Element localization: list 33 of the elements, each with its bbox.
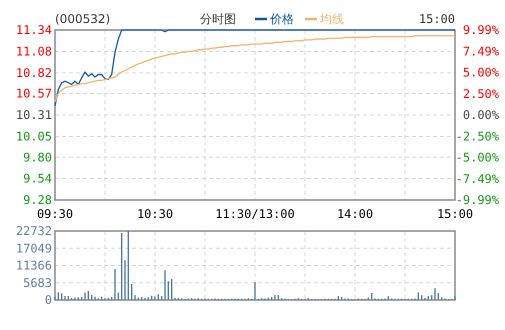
y2-tick-label: -2.50% — [456, 129, 500, 144]
y-tick-label: 5683 — [23, 276, 52, 290]
y-tick-label: 10.31 — [16, 108, 52, 122]
legend-label: 均线 — [319, 12, 344, 26]
y2-tick-label: 2.50% — [462, 86, 500, 101]
y-tick-label: 10.57 — [16, 86, 52, 101]
x-tick-label: 10:30 — [136, 207, 174, 221]
x-tick-label: 14:00 — [336, 207, 374, 221]
y-tick-label: 11.08 — [16, 44, 52, 59]
chart-subtitle: 分时图 — [200, 12, 236, 26]
y-tick-label: 22732 — [16, 224, 52, 238]
chart-title: (000532) — [55, 12, 110, 26]
x-tick-label: 09:30 — [36, 207, 74, 221]
legend-label: 价格 — [269, 12, 294, 26]
y2-tick-label: 7.49% — [462, 44, 500, 58]
y-tick-label: 11.34 — [16, 23, 52, 38]
y-tick-label: 9.54 — [23, 172, 52, 186]
y2-tick-label: -9.99% — [456, 193, 500, 208]
y-tick-label: 9.28 — [23, 193, 52, 208]
y-tick-label: 11366 — [16, 258, 52, 273]
y2-tick-label: 5.00% — [462, 66, 500, 80]
y2-tick-label: -5.00% — [456, 150, 500, 165]
y-tick-label: 0 — [44, 293, 52, 308]
x-tick-label: 11:30/13:00 — [215, 207, 295, 221]
x-tick-label: 15:00 — [436, 207, 474, 221]
y2-tick-label: -7.49% — [456, 172, 500, 186]
y-tick-label: 9.80 — [23, 150, 52, 164]
y-tick-label: 10.05 — [16, 130, 52, 144]
y-tick-label: 10.82 — [16, 66, 52, 80]
y2-tick-label: 0.00% — [462, 108, 500, 122]
y2-tick-label: 9.99% — [462, 23, 500, 38]
y-tick-label: 17049 — [16, 241, 52, 256]
text: 15:00 — [418, 12, 455, 26]
